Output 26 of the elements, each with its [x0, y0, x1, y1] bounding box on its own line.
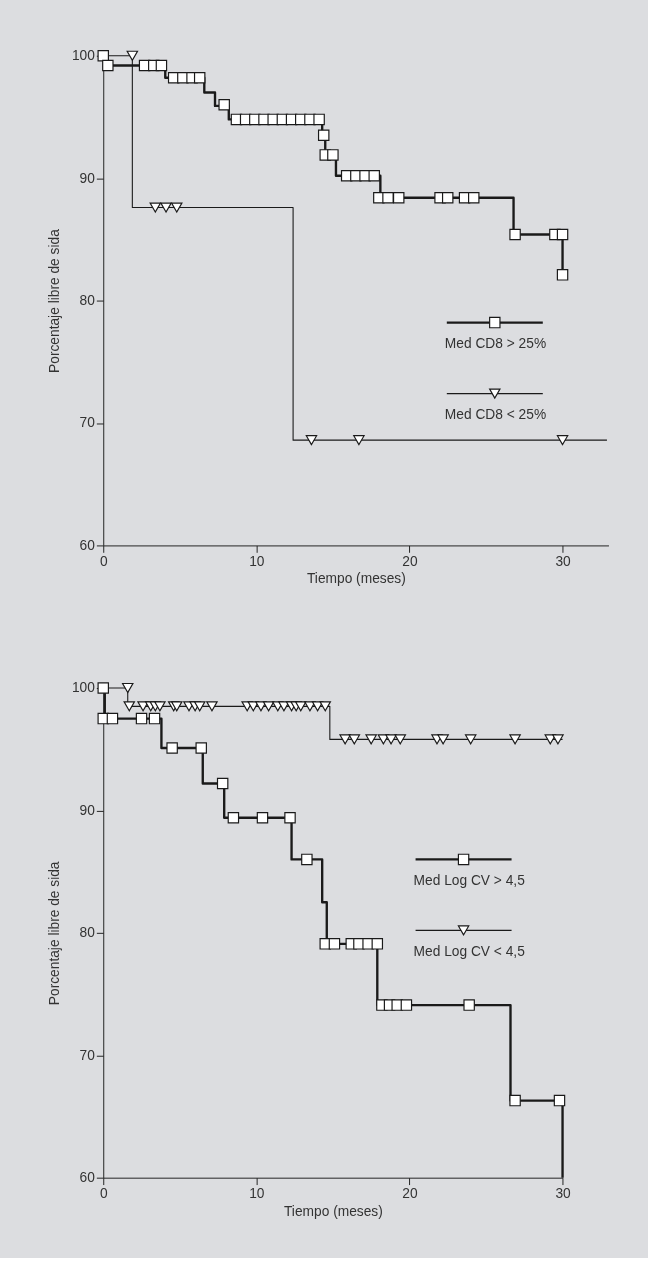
legend-label: Med Log CV < 4,5: [413, 943, 526, 959]
y-tick-label: 60: [79, 537, 96, 553]
y-tick-label: 100: [71, 48, 96, 64]
y-tick-label: 70: [79, 1047, 96, 1063]
legend-label: Med Log CV > 4,5: [413, 872, 526, 888]
x-axis-title: Tiempo (meses): [306, 571, 406, 587]
y-tick-label: 70: [79, 415, 96, 431]
x-tick-label: 0: [99, 1185, 108, 1201]
x-tick-label: 10: [249, 1185, 265, 1201]
x-tick-label: 10: [249, 553, 265, 569]
y-axis-title: Porcentaje libre de sida: [47, 861, 63, 1006]
y-tick-label: 80: [79, 293, 96, 308]
y-tick-label: 100: [71, 680, 96, 696]
y-tick-label: 90: [79, 170, 96, 186]
x-tick-label: 0: [99, 553, 108, 569]
x-tick-label: 30: [555, 1185, 572, 1201]
x-tick-label: 20: [402, 1185, 418, 1201]
x-tick-label: 20: [402, 553, 418, 569]
x-axis-title: Tiempo (meses): [283, 1203, 383, 1219]
y-axis-title: Porcentaje libre de sida: [47, 228, 63, 373]
y-tick-label: 80: [79, 925, 96, 941]
legend-label: Med CD8 > 25%: [444, 336, 547, 352]
legend-label: Med CD8 < 25%: [444, 407, 547, 423]
x-tick-label: 30: [555, 553, 572, 569]
y-tick-label: 60: [79, 1170, 96, 1186]
y-tick-label: 90: [79, 802, 96, 818]
